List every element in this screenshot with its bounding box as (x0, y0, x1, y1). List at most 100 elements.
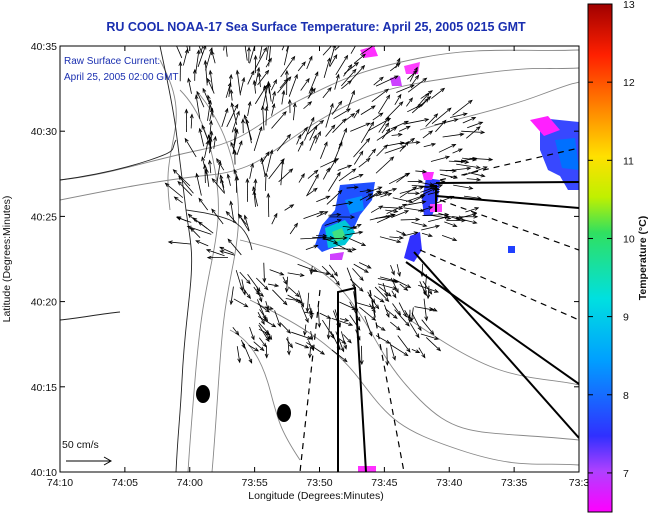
current-vector (392, 197, 414, 204)
current-vector (243, 288, 251, 300)
current-vector (309, 134, 317, 151)
current-vector (274, 310, 281, 328)
current-vector (177, 180, 193, 196)
current-vector (350, 122, 371, 132)
current-vector (331, 100, 343, 115)
dashed-lanes (299, 147, 579, 472)
current-vector (335, 331, 345, 353)
coastline (60, 46, 253, 472)
current-vector (359, 193, 373, 201)
current-vector (207, 77, 215, 94)
current-vector (219, 250, 235, 256)
current-vector (334, 46, 341, 51)
current-vector (258, 324, 270, 343)
current-vector (314, 130, 321, 144)
current-vector (322, 86, 332, 99)
x-tick-label: 73:45 (371, 477, 397, 489)
current-vector (332, 118, 347, 133)
current-vector (306, 55, 313, 70)
current-vector (236, 140, 243, 156)
y-tick-label: 40:30 (31, 126, 57, 138)
radar-site-marker (277, 404, 291, 422)
current-vector (321, 265, 335, 279)
current-vector (287, 286, 300, 298)
current-vector (225, 210, 237, 224)
current-vector (358, 157, 371, 168)
current-vector (419, 281, 427, 297)
current-vector (430, 155, 451, 162)
current-vector (423, 298, 429, 322)
current-vector (376, 126, 398, 141)
colorbar-tick-label: 12 (623, 77, 635, 89)
current-vector (453, 184, 474, 190)
current-vector (264, 331, 271, 341)
current-vector (341, 80, 353, 90)
current-vector (269, 269, 285, 276)
current-vector (431, 107, 452, 125)
current-vector (307, 87, 316, 99)
current-vector (333, 46, 335, 51)
current-vector (233, 298, 249, 308)
current-vector (418, 347, 426, 359)
current-vector (399, 140, 421, 145)
current-vector (353, 263, 369, 273)
current-vector (200, 46, 204, 53)
x-tick-label: 73:3 (569, 477, 590, 489)
x-tick-label: 74:00 (177, 477, 203, 489)
current-vector (415, 169, 428, 174)
current-vector (219, 246, 234, 254)
current-vector (349, 314, 361, 331)
current-vector (376, 325, 386, 331)
current-vector (340, 68, 357, 87)
current-vector (316, 195, 331, 203)
current-vector (253, 126, 263, 152)
current-vector (308, 347, 312, 359)
current-vector (422, 281, 433, 295)
current-vector (297, 61, 306, 72)
current-vector (287, 98, 292, 114)
current-vector (232, 149, 237, 165)
current-vector (368, 190, 382, 200)
current-vector (328, 215, 356, 220)
current-vector (391, 290, 397, 299)
current-vector (407, 70, 418, 80)
current-vector (452, 148, 463, 154)
current-vector (466, 177, 482, 182)
current-vector (206, 255, 229, 260)
current-vector (394, 309, 410, 327)
current-vector (327, 171, 341, 192)
current-vector (463, 195, 482, 200)
current-vector (232, 327, 240, 336)
current-vector (306, 187, 318, 197)
current-vector (262, 262, 267, 283)
current-vector (236, 346, 242, 364)
current-vector (329, 54, 338, 67)
current-vector (467, 121, 484, 129)
current-vector (229, 286, 234, 306)
current-vector (248, 344, 260, 352)
y-tick-label: 40:10 (31, 467, 57, 479)
x-tick-label: 74:05 (112, 477, 138, 489)
current-vector (398, 302, 407, 318)
y-tick-label: 40:15 (31, 382, 57, 394)
current-vector (287, 294, 303, 304)
current-vector (343, 62, 360, 74)
current-vector (197, 46, 207, 68)
current-vector (226, 103, 239, 128)
current-vector (225, 46, 228, 57)
current-vector (360, 46, 376, 55)
current-vector (328, 212, 342, 217)
current-vector (280, 55, 296, 78)
x-tick-label: 73:55 (241, 477, 267, 489)
current-vector (397, 335, 411, 353)
current-vector (348, 237, 367, 246)
current-vector (235, 270, 244, 292)
scale-arrow (66, 456, 113, 466)
current-vector (272, 289, 288, 306)
current-vector (438, 212, 461, 221)
current-vector (281, 89, 286, 105)
current-vector (355, 329, 361, 341)
current-vector (431, 87, 446, 99)
current-vector (271, 90, 276, 104)
current-vector (390, 321, 401, 331)
